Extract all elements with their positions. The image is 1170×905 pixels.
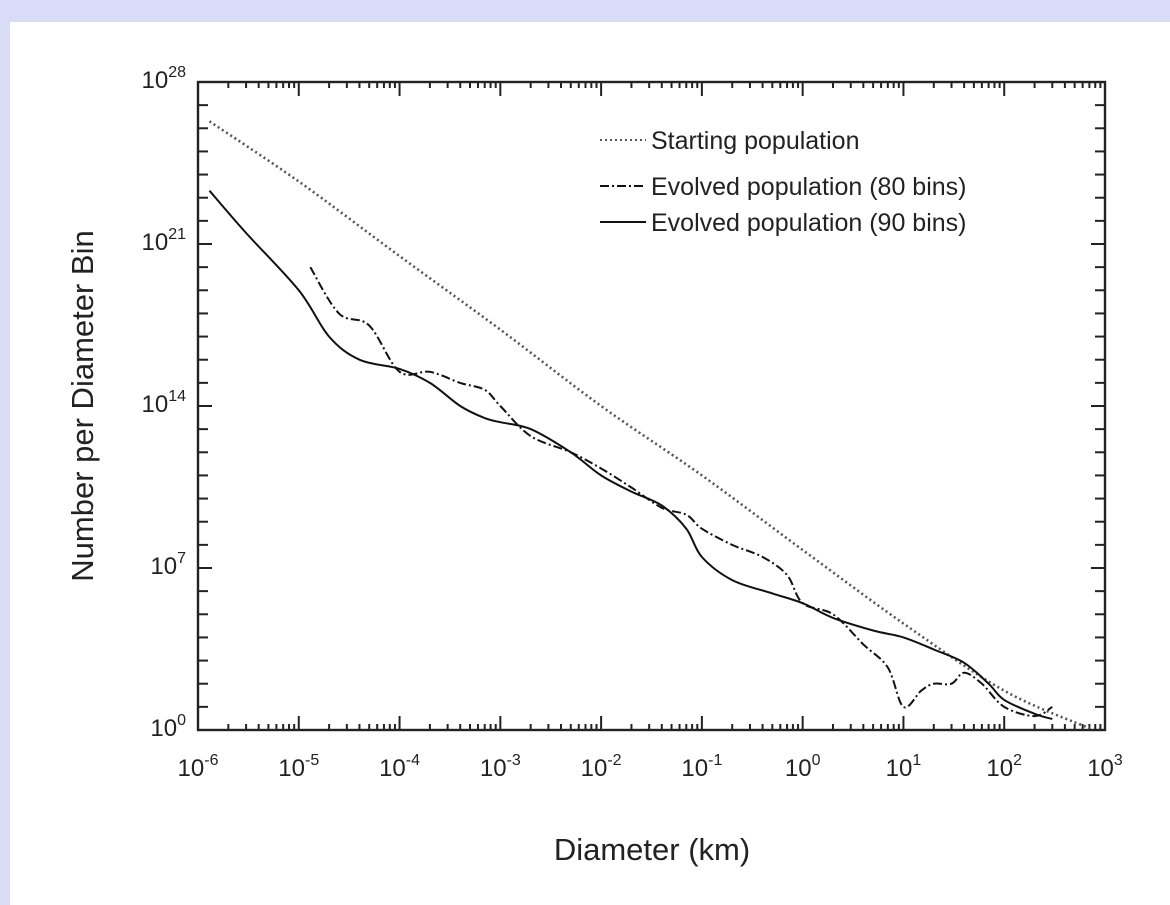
y-tick-label: 1028 [142,64,187,94]
legend: Starting population Evolved population (… [600,127,966,237]
legend-label-80-bins: Evolved population (80 bins) [651,173,966,201]
y-tick-label: 100 [150,712,186,742]
x-tick-label: 10-2 [581,752,622,782]
y-axis-title: Number per Diameter Bin [65,230,100,581]
x-tick-label: 10-4 [379,752,420,782]
x-tick-label: 10-5 [278,752,319,782]
x-tick-label: 10-6 [178,752,219,782]
legend-label-90-bins: Evolved population (90 bins) [651,209,966,237]
y-tick-label: 107 [150,550,186,580]
x-tick-label: 10-1 [681,752,722,782]
x-tick-label: 100 [785,752,821,782]
series-line-2 [208,190,1053,720]
x-tick-label: 102 [986,752,1022,782]
x-tick-label: 101 [886,752,922,782]
series-layer [208,120,1090,730]
legend-label-starting: Starting population [651,127,859,155]
x-axis-title: Diameter (km) [554,832,750,867]
chart-canvas: 10-6 10-5 10-4 10-3 10-2 10-1 100 101 102 103 100 1… [65,64,1123,867]
y-tick-label: 1021 [142,226,187,256]
figure-panel: 10-6 10-5 10-4 10-3 10-2 10-1 100 101 102 103 100 1… [10,22,1170,905]
y-tick-label: 1014 [142,388,187,418]
series-line-1 [309,266,1053,718]
x-tick-label: 103 [1087,752,1123,782]
plot-frame [196,80,1107,732]
x-tick-label: 10-3 [480,752,521,782]
tick-labels: 10-6 10-5 10-4 10-3 10-2 10-1 100 101 102 103 100 1… [142,64,1123,782]
series-line-0 [208,120,1090,730]
axis-ticks [197,81,1106,731]
